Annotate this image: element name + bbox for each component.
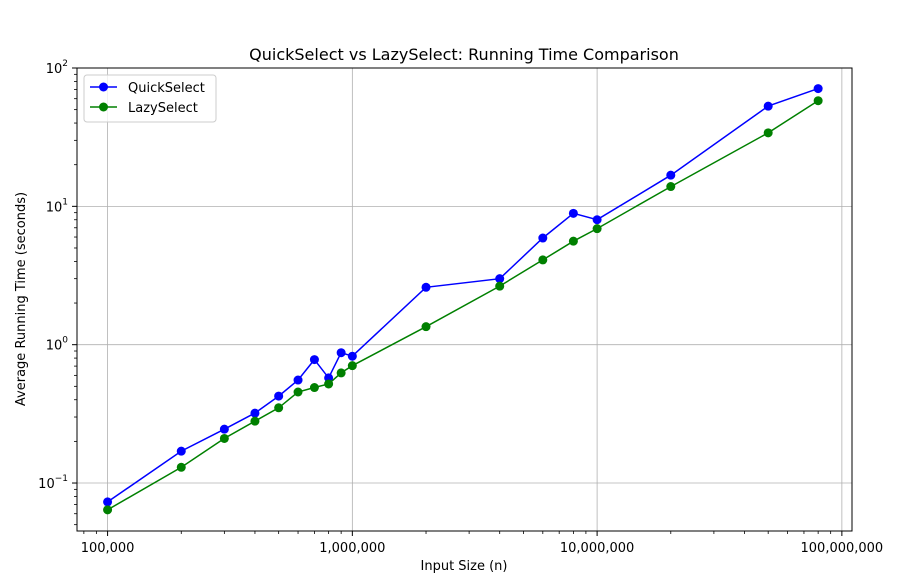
chart-title: QuickSelect vs LazySelect: Running Time … (249, 45, 679, 64)
quickselect-point (250, 408, 260, 418)
quickselect-point (103, 497, 113, 507)
x-tick-label: 10,000,000 (560, 541, 634, 556)
y-tick-label: 101 (46, 197, 68, 215)
lazyselect-point (250, 416, 260, 426)
quickselect-point (219, 424, 229, 434)
y-axis-label: Average Running Time (seconds) (14, 192, 29, 406)
lazyselect-point (176, 462, 186, 472)
lazyselect-point (347, 361, 357, 371)
quickselect-point (813, 84, 823, 94)
quickselect-point (666, 170, 676, 180)
quickselect-point (763, 101, 773, 111)
lazyselect-point (324, 379, 334, 389)
quickselect-point (309, 355, 319, 365)
quickselect-point (495, 274, 505, 284)
quickselect-point (347, 351, 357, 361)
legend: QuickSelect LazySelect (83, 74, 217, 123)
quickselect-point (568, 208, 578, 218)
lazyselect-point (293, 387, 303, 397)
series-layer (103, 84, 823, 515)
quickselect-point (293, 375, 303, 385)
lazyselect-point (538, 255, 548, 265)
lazyselect-point (666, 182, 676, 192)
y-axis: 10−1 100 101 102 (38, 59, 77, 526)
grid-lines (77, 67, 852, 531)
quickselect-point (538, 233, 548, 243)
lazyselect-point (309, 383, 319, 393)
lazyselect-point (763, 128, 773, 138)
y-tick-label: 102 (46, 59, 68, 77)
lazyselect-line (107, 100, 819, 511)
y-tick-label: 10−1 (38, 474, 68, 492)
lazyselect-point (219, 433, 229, 443)
quickselect-line (107, 87, 819, 503)
lazyselect-point (813, 96, 823, 106)
quickselect-legend-marker (99, 82, 108, 92)
quickselect-point (592, 215, 602, 225)
lazyselect-point (592, 224, 602, 234)
quickselect-point (336, 348, 346, 358)
lazyselect-point (103, 505, 113, 515)
x-axis-label: Input Size (n) (421, 559, 508, 574)
y-tick-label: 100 (46, 336, 69, 354)
lazyselect-point (421, 322, 431, 332)
lazyselect-legend-label: LazySelect (128, 101, 198, 116)
lazyselect-point (274, 403, 284, 413)
quickselect-point (421, 282, 431, 292)
x-tick-label: 100,000 (81, 541, 135, 556)
x-tick-label: 1,000,000 (319, 541, 385, 556)
lazyselect-point (336, 368, 346, 378)
plot-frame (76, 67, 853, 532)
x-tick-label: 100,000,000 (801, 541, 884, 556)
quickselect-point (274, 391, 284, 401)
lazyselect-point (495, 281, 505, 291)
x-axis: 100,000 1,000,000 10,000,000 100,000,000 (81, 531, 884, 556)
lazyselect-legend-marker (99, 102, 108, 112)
quickselect-point (176, 446, 186, 456)
lazyselect-point (568, 236, 578, 246)
quickselect-legend-label: QuickSelect (128, 81, 205, 96)
